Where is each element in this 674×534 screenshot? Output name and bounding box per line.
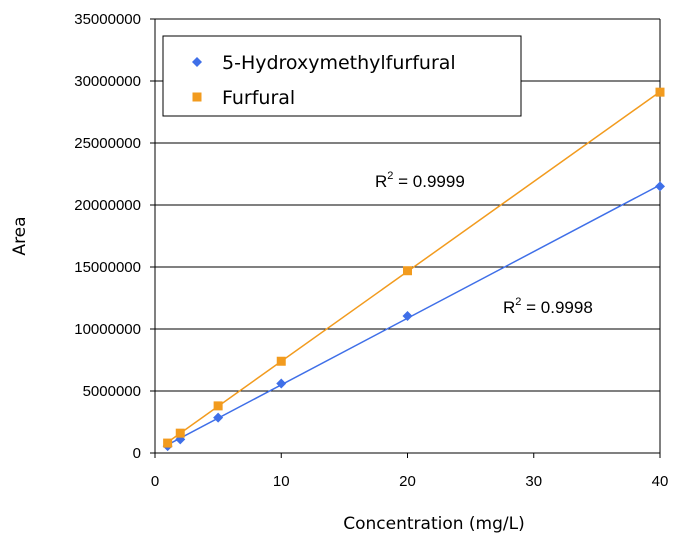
y-tick-label: 25000000 xyxy=(74,135,141,152)
y-axis-title: Area xyxy=(10,216,30,255)
r-squared-label: R2 = 0.9999 xyxy=(375,170,465,191)
data-point xyxy=(175,428,185,438)
data-point xyxy=(163,438,173,448)
legend-marker-diamond xyxy=(192,57,202,67)
x-tick-label: 10 xyxy=(273,473,290,490)
r-squared-exponent: 2 xyxy=(515,296,521,308)
data-point xyxy=(402,310,413,321)
x-axis-title: Concentration (mg/L) xyxy=(343,514,524,534)
trendline xyxy=(167,91,661,443)
y-tick-label: 20000000 xyxy=(74,197,141,214)
legend: 5-Hydroxymethylfurfural Furfural xyxy=(162,35,522,117)
r-squared-label: R2 = 0.9998 xyxy=(503,296,593,317)
r-squared-value: = 0.9998 xyxy=(521,298,592,317)
y-tick-label: 5000000 xyxy=(83,383,141,400)
data-point xyxy=(276,356,286,366)
legend-label: 5-Hydroxymethylfurfural xyxy=(222,52,456,74)
data-point xyxy=(655,87,665,97)
y-tick-label: 35000000 xyxy=(74,11,141,28)
series-hmf xyxy=(162,181,665,452)
y-tick-label: 30000000 xyxy=(74,73,141,90)
x-tick-label: 0 xyxy=(151,473,159,490)
y-tick-label: 10000000 xyxy=(74,321,141,338)
r-squared-symbol: R xyxy=(375,172,387,191)
y-tick-label: 15000000 xyxy=(74,259,141,276)
r-squared-exponent: 2 xyxy=(387,170,393,182)
r-squared-value: = 0.9999 xyxy=(393,172,464,191)
series-furfural xyxy=(163,87,665,448)
data-point xyxy=(213,401,223,411)
data-point xyxy=(403,266,412,276)
y-tick-label: 0 xyxy=(133,445,141,462)
trendline xyxy=(167,184,661,446)
x-tick-label: 40 xyxy=(652,473,669,490)
data-point xyxy=(213,412,224,423)
x-tick-label: 20 xyxy=(399,473,416,490)
x-tick-label: 30 xyxy=(525,473,542,490)
data-point xyxy=(276,378,287,389)
series-layer xyxy=(162,87,665,452)
r-squared-symbol: R xyxy=(503,298,515,317)
axis-layer: 0 5000000 10000000 15000000 20000000 25000000… xyxy=(74,11,668,490)
legend-label: Furfural xyxy=(222,87,295,109)
legend-marker-square xyxy=(192,92,202,102)
legend-box xyxy=(162,35,522,117)
data-point xyxy=(655,181,665,192)
